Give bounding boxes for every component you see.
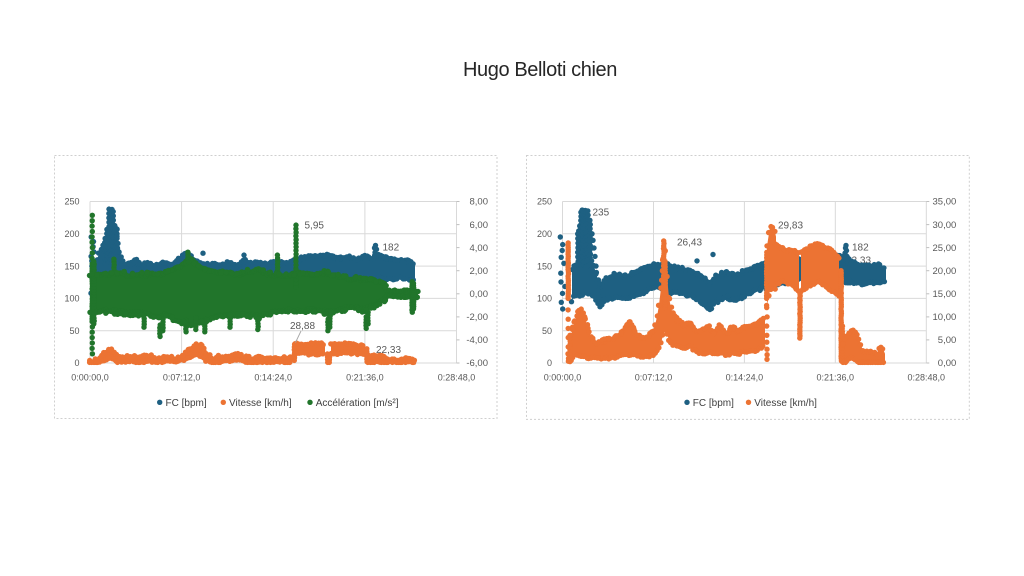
svg-text:200: 200: [64, 229, 79, 239]
svg-text:26,43: 26,43: [677, 238, 702, 249]
svg-text:29,83: 29,83: [778, 221, 803, 232]
svg-text:20,00: 20,00: [933, 266, 957, 277]
svg-text:50: 50: [69, 326, 79, 336]
svg-text:-4,00: -4,00: [466, 335, 488, 346]
svg-text:25,00: 25,00: [933, 243, 957, 254]
svg-text:15,00: 15,00: [933, 289, 957, 300]
svg-text:0:07:12,0: 0:07:12,0: [635, 373, 673, 383]
svg-text:Vitesse [km/h]: Vitesse [km/h]: [754, 398, 817, 409]
svg-text:182: 182: [383, 243, 400, 254]
svg-text:150: 150: [537, 261, 552, 271]
svg-text:0: 0: [547, 358, 552, 368]
svg-text:0:14:24,0: 0:14:24,0: [254, 373, 292, 383]
svg-text:235: 235: [593, 208, 610, 219]
svg-text:-2,00: -2,00: [466, 312, 488, 323]
svg-text:22,33: 22,33: [376, 345, 401, 356]
svg-text:100: 100: [537, 294, 552, 304]
svg-text:0,00: 0,00: [938, 358, 957, 369]
svg-text:0:21:36,0: 0:21:36,0: [817, 373, 855, 383]
svg-text:0:28:48,0: 0:28:48,0: [908, 373, 946, 383]
svg-text:0:28:48,0: 0:28:48,0: [438, 373, 476, 383]
svg-text:8,00: 8,00: [470, 197, 489, 208]
svg-text:200: 200: [537, 229, 552, 239]
svg-text:6,00: 6,00: [470, 220, 489, 231]
svg-text:10,00: 10,00: [933, 312, 957, 323]
svg-text:150: 150: [64, 261, 79, 271]
svg-text:0:21:36,0: 0:21:36,0: [346, 373, 384, 383]
svg-text:0:07:12,0: 0:07:12,0: [163, 373, 201, 383]
svg-text:182: 182: [852, 243, 869, 254]
svg-text:FC [bpm]: FC [bpm]: [693, 398, 734, 409]
svg-text:5,95: 5,95: [305, 221, 325, 232]
svg-text:250: 250: [64, 197, 79, 207]
svg-text:22,33: 22,33: [846, 256, 871, 267]
svg-text:-6,00: -6,00: [466, 358, 488, 369]
svg-text:30,00: 30,00: [933, 220, 957, 231]
svg-text:50: 50: [542, 326, 552, 336]
svg-text:0:00:00,0: 0:00:00,0: [71, 373, 109, 383]
svg-text:4,00: 4,00: [470, 243, 489, 254]
svg-text:Vitesse [km/h]: Vitesse [km/h]: [229, 398, 292, 409]
svg-text:0,00: 0,00: [470, 289, 489, 300]
svg-text:28,88: 28,88: [290, 321, 315, 332]
svg-text:2,00: 2,00: [470, 266, 489, 277]
svg-text:Accélération [m/s²]: Accélération [m/s²]: [316, 398, 399, 409]
svg-text:FC [bpm]: FC [bpm]: [166, 398, 207, 409]
svg-text:250: 250: [537, 197, 552, 207]
svg-text:35,00: 35,00: [933, 197, 957, 208]
svg-text:0: 0: [74, 358, 79, 368]
svg-text:5,00: 5,00: [938, 335, 957, 346]
svg-text:100: 100: [64, 294, 79, 304]
svg-text:0:00:00,0: 0:00:00,0: [544, 373, 582, 383]
svg-text:0:14:24,0: 0:14:24,0: [726, 373, 764, 383]
